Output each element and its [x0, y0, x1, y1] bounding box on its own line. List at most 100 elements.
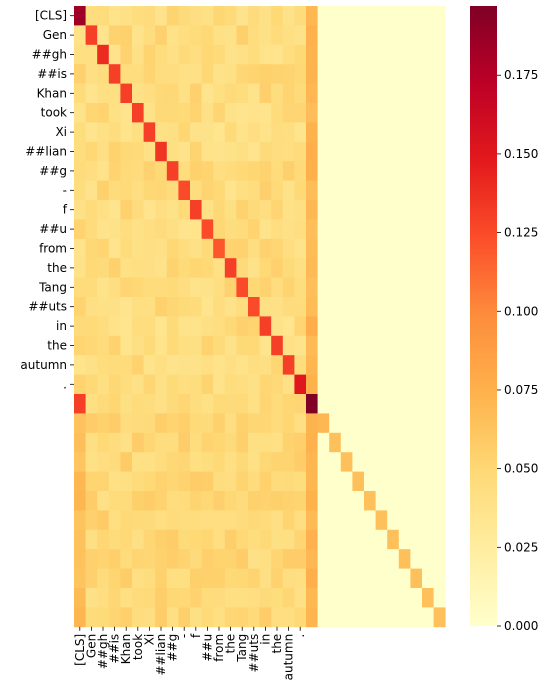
- heatmap-cell: [364, 161, 376, 181]
- heatmap-cell: [282, 180, 295, 201]
- heatmap-cell: [85, 297, 98, 317]
- heatmap-cell: [433, 297, 446, 317]
- heatmap-cell: [259, 6, 272, 26]
- heatmap-cell: [166, 25, 179, 46]
- heatmap-cell: [224, 607, 237, 628]
- heatmap-cell: [352, 219, 365, 240]
- heatmap-cell: [97, 44, 110, 65]
- heatmap-cell: [317, 238, 330, 259]
- heatmap-cell: [224, 64, 237, 84]
- heatmap-cell: [97, 568, 110, 589]
- heatmap-cell: [375, 238, 388, 259]
- heatmap-cell: [120, 432, 133, 453]
- heatmap-cell: [74, 122, 86, 143]
- heatmap-cell: [224, 238, 237, 259]
- heatmap-cell: [340, 452, 353, 472]
- heatmap-cell: [271, 471, 284, 492]
- heatmap-cell: [306, 238, 318, 259]
- heatmap-cell: [317, 64, 330, 84]
- heatmap-cell: [155, 432, 168, 453]
- heatmap-cell: [329, 64, 342, 84]
- heatmap-cell: [166, 277, 179, 298]
- heatmap-cell: [236, 277, 249, 298]
- x-tick-label: Xi: [142, 634, 156, 646]
- heatmap-cell: [306, 452, 318, 472]
- heatmap-cell: [85, 355, 98, 375]
- heatmap-cell: [352, 25, 365, 46]
- heatmap-cell: [398, 297, 411, 317]
- heatmap-cell: [433, 83, 446, 104]
- heatmap-cell: [398, 529, 411, 550]
- heatmap-cell: [306, 607, 318, 628]
- heatmap-cell: [329, 374, 342, 395]
- heatmap-cell: [387, 6, 400, 26]
- heatmap-cell: [422, 529, 434, 550]
- heatmap-cell: [294, 44, 307, 65]
- heatmap-cell: [317, 588, 330, 608]
- heatmap-cell: [85, 491, 98, 511]
- heatmap-cell: [364, 64, 376, 84]
- heatmap-cell: [398, 122, 411, 143]
- heatmap-cell: [248, 588, 260, 608]
- heatmap-cell: [410, 180, 423, 201]
- heatmap-cell: [224, 258, 237, 278]
- heatmap-cell: [398, 200, 411, 220]
- heatmap-cell: [224, 452, 237, 472]
- heatmap-cell: [190, 413, 202, 434]
- heatmap-cell: [166, 549, 179, 569]
- heatmap-cell: [132, 471, 144, 492]
- heatmap-cell: [132, 141, 144, 162]
- heatmap-cell: [224, 471, 237, 492]
- y-tick-label: .: [63, 377, 67, 391]
- heatmap-cell: [306, 394, 318, 414]
- heatmap-cell: [132, 44, 144, 65]
- heatmap-cell: [97, 491, 110, 511]
- heatmap-cell: [352, 83, 365, 104]
- heatmap-cell: [108, 277, 121, 298]
- heatmap-cell: [271, 355, 284, 375]
- x-tick-label: the: [270, 634, 284, 654]
- heatmap-cell: [132, 374, 144, 395]
- heatmap-cell: [422, 588, 434, 608]
- heatmap-cell: [306, 568, 318, 589]
- heatmap-cell: [317, 510, 330, 531]
- heatmap-cell: [108, 491, 121, 511]
- heatmap-cell: [108, 568, 121, 589]
- heatmap-cell: [422, 238, 434, 259]
- heatmap-cell: [132, 607, 144, 628]
- heatmap-cell: [306, 510, 318, 531]
- heatmap-cell: [236, 64, 249, 84]
- heatmap-cell: [387, 122, 400, 143]
- heatmap-cell: [422, 277, 434, 298]
- heatmap-cell: [236, 180, 249, 201]
- heatmap-cell: [224, 432, 237, 453]
- heatmap-cell: [155, 238, 168, 259]
- heatmap-cell: [410, 277, 423, 298]
- heatmap-cell: [166, 64, 179, 84]
- heatmap-cell: [317, 219, 330, 240]
- heatmap-cell: [248, 568, 260, 589]
- heatmap-cell: [352, 64, 365, 84]
- heatmap-cell: [108, 180, 121, 201]
- y-axis-ticks: [CLS] Gen ##gh ##is Khan took Xi ##lian ##g - f ##u…: [20, 9, 74, 391]
- heatmap-cell: [166, 200, 179, 220]
- heatmap-cell: [375, 529, 388, 550]
- heatmap-cell: [306, 161, 318, 181]
- heatmap-cell: [248, 335, 260, 356]
- heatmap-cell: [132, 200, 144, 220]
- heatmap-cell: [410, 491, 423, 511]
- heatmap-cell: [375, 374, 388, 395]
- heatmap-cell: [271, 44, 284, 65]
- heatmap-cell: [178, 200, 191, 220]
- heatmap-cell: [213, 200, 226, 220]
- heatmap-cell: [74, 44, 86, 65]
- x-tick-label: Khan: [119, 634, 133, 664]
- heatmap-cell: [132, 432, 144, 453]
- heatmap-cell: [329, 277, 342, 298]
- heatmap-cell: [143, 335, 156, 356]
- heatmap-cell: [190, 549, 202, 569]
- heatmap-cell: [433, 374, 446, 395]
- heatmap-cell: [166, 83, 179, 104]
- heatmap-cell: [248, 491, 260, 511]
- heatmap-cell: [375, 588, 388, 608]
